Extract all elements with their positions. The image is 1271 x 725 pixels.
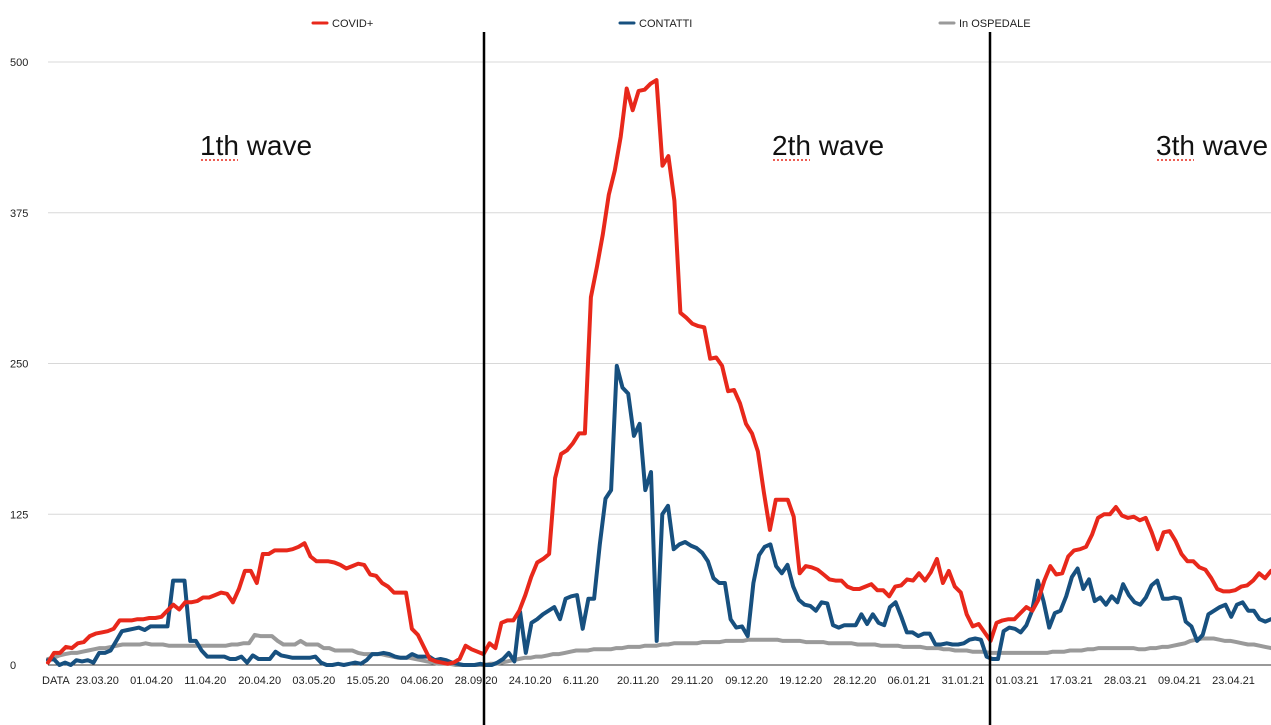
x-tick-label: 19.12.20 (779, 675, 822, 687)
x-tick-label: 20.11.20 (617, 675, 659, 687)
annotation-wave-3: 3th wave (1156, 130, 1268, 161)
y-tick-label: 0 (10, 660, 16, 672)
x-tick-label: 24.10.20 (509, 675, 552, 687)
x-tick-label: 09.04.21 (1158, 675, 1201, 687)
annotation-wave-2: 2th wave (772, 130, 884, 161)
x-tick-label: 04.06.20 (401, 675, 444, 687)
legend-label-ospedale: In OSPEDALE (959, 18, 1031, 30)
y-tick-label: 500 (10, 57, 28, 69)
wave-annotations: 1th wave 2th wave 3th wave (200, 130, 1268, 161)
x-tick-label: 09.12.20 (725, 675, 768, 687)
legend: COVID+ CONTATTI In OSPEDALE (311, 18, 1031, 30)
x-tick-label: 20.04.20 (238, 675, 281, 687)
x-tick-label: 23.04.21 (1212, 675, 1255, 687)
x-tick-label: 03.05.20 (292, 675, 335, 687)
x-axis-label: DATA (42, 675, 70, 687)
gridlines (48, 61, 1271, 666)
series-line-ospedale (46, 632, 1271, 667)
series-line-contatti (46, 363, 1271, 667)
x-tick-label: 15.05.20 (347, 675, 390, 687)
x-tick-label: 6.11.20 (563, 675, 599, 687)
y-tick-label: 375 (10, 208, 28, 220)
x-tick-label: 06.01.21 (888, 675, 931, 687)
y-axis-ticks: 0 125 250 375 500 (10, 57, 28, 672)
series-lines (46, 78, 1271, 667)
legend-item-contatti: CONTATTI (618, 18, 692, 30)
x-tick-label: 28.03.21 (1104, 675, 1147, 687)
x-axis-ticks: DATA 23.03.20 01.04.20 11.04.20 20.04.20 03.0… (42, 675, 1255, 687)
y-tick-label: 250 (10, 359, 28, 371)
legend-label-covid: COVID+ (332, 18, 373, 30)
x-tick-label: 29.11.20 (671, 675, 713, 687)
y-tick-label: 125 (10, 509, 28, 521)
x-tick-label: 31.01.21 (942, 675, 985, 687)
annotation-wave-1: 1th wave (200, 130, 312, 161)
x-tick-label: 28.12.20 (833, 675, 876, 687)
legend-item-ospedale: In OSPEDALE (938, 18, 1031, 30)
x-tick-label: 11.04.20 (184, 675, 226, 687)
legend-label-contatti: CONTATTI (639, 18, 692, 30)
series-line-covid (46, 78, 1271, 666)
legend-item-covid: COVID+ (311, 18, 373, 30)
x-tick-label: 23.03.20 (76, 675, 119, 687)
x-tick-label: 01.03.21 (996, 675, 1039, 687)
x-tick-label: 17.03.21 (1050, 675, 1093, 687)
x-tick-label: 28.09.20 (455, 675, 498, 687)
x-tick-label: 01.04.20 (130, 675, 173, 687)
